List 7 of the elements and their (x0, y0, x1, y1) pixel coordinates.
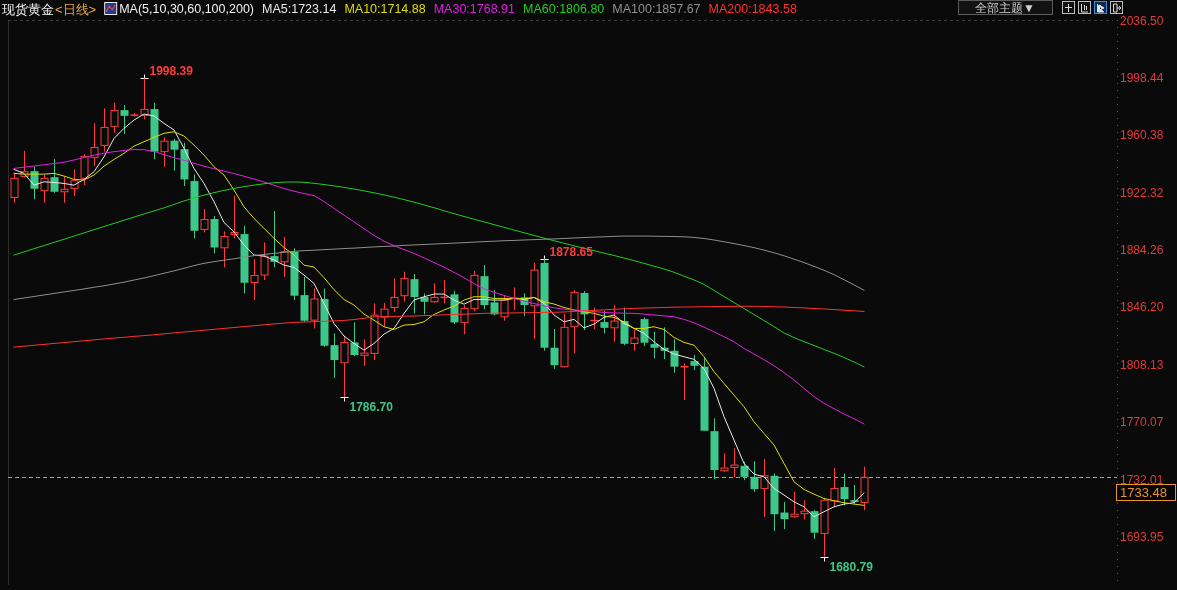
annotation: 1786.70 (349, 399, 393, 414)
annotation: 1998.39 (149, 63, 193, 78)
ref-line-label: 1733.48 (1120, 485, 1167, 500)
title: 现货黄金 (2, 1, 54, 17)
annotation: 1878.65 (549, 244, 593, 259)
annotation: 1680.79 (829, 559, 873, 574)
subtitle: <日线> (55, 1, 97, 17)
